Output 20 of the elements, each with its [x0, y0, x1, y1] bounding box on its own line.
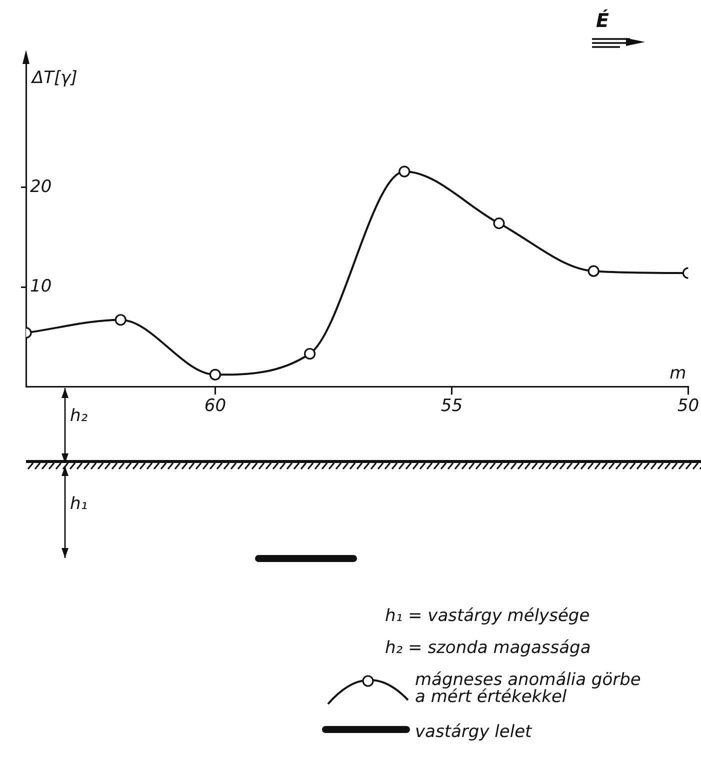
point [588, 265, 600, 277]
text: É [596, 10, 609, 32]
point [493, 217, 505, 230]
point [398, 166, 410, 178]
point [209, 368, 221, 380]
text: vastárgy lelet [415, 722, 532, 742]
x-tick-label: 60 [204, 396, 226, 416]
x-axis-title: m [670, 364, 686, 384]
text: h₁ [70, 494, 88, 514]
text: h₂ = szonda magassága [385, 638, 591, 658]
text: h₂ [70, 406, 88, 426]
y-axis-title: ΔT[γ] [30, 68, 78, 88]
legend-label: mágneses anomália görbe a mért értékekkel [415, 670, 642, 707]
y-tick-label: 20 [30, 176, 52, 197]
point [304, 348, 316, 360]
y-tick-label: 10 [30, 276, 52, 296]
x-tick-label: 50 [677, 396, 700, 416]
point [114, 314, 126, 326]
text: h₁ = vastárgy mélysége [385, 606, 590, 626]
x-tick-label: 55 [440, 396, 463, 416]
